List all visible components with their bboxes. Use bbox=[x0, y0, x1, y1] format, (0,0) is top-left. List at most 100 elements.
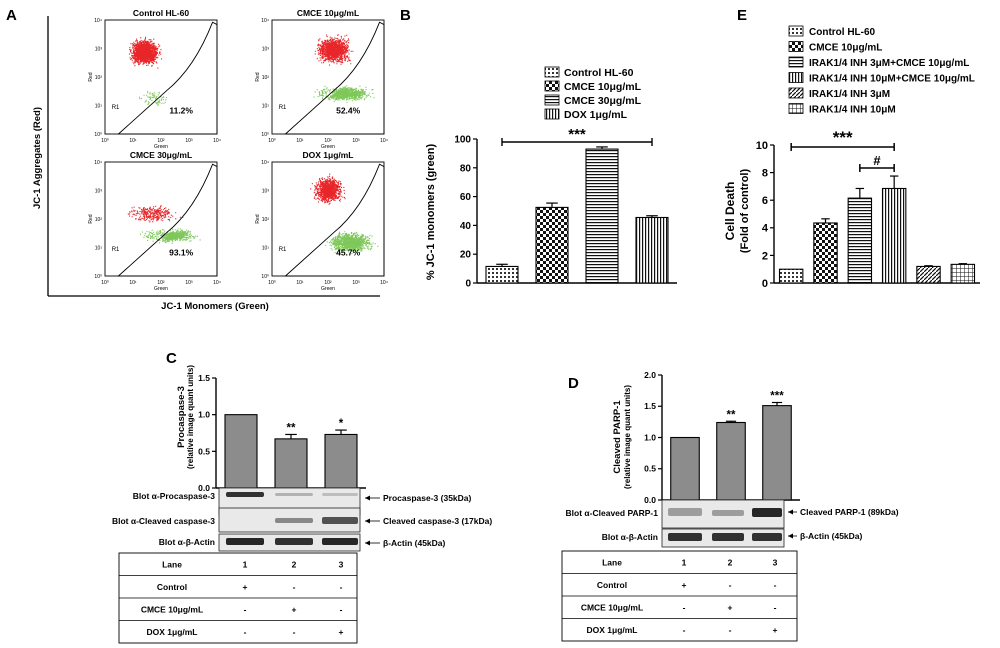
panel-label-c: C bbox=[166, 350, 177, 367]
y-tick-label: 1.0 bbox=[198, 410, 210, 420]
legend-label: IRAK1/4 INH 10μM bbox=[809, 105, 896, 116]
y-tick-label: 10⁴ bbox=[94, 160, 102, 166]
y-tick-label: 2 bbox=[762, 250, 768, 262]
flow-plot-frame bbox=[104, 19, 218, 135]
blot-band bbox=[275, 518, 313, 523]
legend-label: DOX 1μg/mL bbox=[564, 109, 628, 121]
bar bbox=[881, 187, 907, 284]
table-cell: 2 bbox=[292, 560, 297, 570]
table-cell: - bbox=[729, 580, 732, 590]
chart-e-legend: Control HL-60 CMCE 10μg/mL IRAK1/4 INH 3μM… bbox=[788, 25, 975, 116]
significance-mark: * bbox=[339, 418, 344, 430]
chart-c-ylabel: Procaspase-3 bbox=[176, 386, 187, 448]
bar bbox=[813, 222, 838, 284]
blot-band bbox=[752, 533, 782, 541]
table-cell: 1 bbox=[243, 560, 248, 570]
y-tick-label: 10³ bbox=[95, 189, 103, 195]
table-cell: + bbox=[243, 582, 248, 592]
table-cell: 3 bbox=[339, 560, 344, 570]
legend-swatch bbox=[544, 66, 560, 78]
gate-label: R1 bbox=[112, 247, 120, 253]
significance-mark: # bbox=[873, 153, 881, 168]
chart-e-ylabel: Cell Death bbox=[723, 182, 737, 241]
y-tick-label: 1.0 bbox=[644, 432, 656, 442]
y-tick-label: 10⁰ bbox=[94, 132, 102, 138]
y-tick-label: 4 bbox=[762, 223, 769, 235]
y-tick-label: 0.0 bbox=[644, 495, 656, 505]
gate-r1 bbox=[117, 21, 218, 135]
y-tick-label: 10² bbox=[262, 217, 270, 223]
table-cell: - bbox=[340, 605, 343, 615]
bar bbox=[224, 414, 258, 489]
table-row-label: CMCE 10μg/mL bbox=[141, 605, 203, 615]
panel-c-western-blot: Blot α-Procaspase-3 Blot α-Cleaved caspas… bbox=[112, 487, 492, 644]
table-cell: - bbox=[244, 605, 247, 615]
y-tick-label: 0.0 bbox=[198, 483, 210, 493]
bar bbox=[274, 438, 308, 489]
flow-plot-frame bbox=[104, 161, 218, 277]
blot-band bbox=[226, 538, 264, 545]
panel-label-e: E bbox=[737, 7, 747, 24]
blot-band bbox=[275, 493, 313, 496]
y-tick-label: 20 bbox=[460, 250, 472, 261]
chart-d: Cleaved PARP-1 (relative image quant uni… bbox=[612, 370, 800, 505]
flow-plot-title: CMCE 30μg/mL bbox=[130, 150, 192, 160]
x-tick-label: 10⁰ bbox=[268, 280, 276, 286]
x-tick-label: 10³ bbox=[185, 280, 193, 286]
legend-label: IRAK1/4 INH 3μM bbox=[809, 89, 890, 100]
x-tick-label: 10⁴ bbox=[380, 138, 388, 144]
y-tick-label: 10¹ bbox=[95, 104, 103, 110]
bar bbox=[778, 268, 804, 284]
panel-d-western-blot: Blot α-Cleaved PARP-1 Blot α-β-Actin Cleav… bbox=[561, 499, 899, 642]
blot-band bbox=[668, 533, 702, 541]
table-cell: + bbox=[682, 580, 687, 590]
bar bbox=[585, 148, 619, 284]
flow-plot-events bbox=[128, 36, 168, 106]
x-tick-label: 10¹ bbox=[296, 138, 304, 144]
x-tick-label: 10³ bbox=[352, 138, 360, 144]
y-tick-label: 40 bbox=[460, 221, 472, 232]
x-tick-label: 10² bbox=[324, 280, 332, 286]
y-tick-label: 0 bbox=[762, 278, 768, 290]
panel-label-b: B bbox=[400, 7, 411, 24]
x-tick-label: 10⁰ bbox=[101, 138, 109, 144]
blot-band bbox=[752, 508, 782, 517]
significance-mark: ** bbox=[287, 422, 296, 434]
table-cell: 1 bbox=[682, 558, 687, 568]
legend-swatch bbox=[788, 41, 804, 52]
flow-plot-events bbox=[313, 34, 375, 103]
axis-green-label: Green bbox=[154, 286, 168, 292]
table-row-label: Lane bbox=[162, 560, 182, 570]
gate-label: R1 bbox=[279, 247, 287, 253]
y-tick-label: 10⁰ bbox=[261, 274, 269, 280]
gate-r1 bbox=[284, 163, 385, 277]
gate-label: R1 bbox=[112, 105, 120, 111]
y-tick-label: 10³ bbox=[95, 47, 103, 53]
bar bbox=[916, 265, 941, 284]
gate-r1 bbox=[117, 163, 218, 277]
y-tick-label: 10² bbox=[95, 75, 103, 81]
flow-plot-percent: 11.2% bbox=[169, 105, 193, 115]
bar bbox=[950, 263, 976, 284]
legend-swatch bbox=[544, 108, 560, 120]
blot-band bbox=[668, 508, 702, 516]
y-tick-label: 10⁴ bbox=[261, 160, 269, 166]
axis-green-label: Green bbox=[321, 286, 335, 292]
y-tick-label: 0 bbox=[465, 279, 471, 290]
bar bbox=[847, 197, 873, 284]
table-row-label: CMCE 10μg/mL bbox=[581, 603, 643, 613]
axis-red-label: Red bbox=[255, 214, 261, 223]
blot-arrow-label: Cleaved PARP-1 (89kDa) bbox=[800, 507, 899, 517]
y-tick-label: 10¹ bbox=[95, 246, 103, 252]
y-tick-label: 80 bbox=[460, 163, 472, 174]
legend-swatch bbox=[788, 87, 804, 99]
flow-plot-events bbox=[310, 173, 379, 255]
x-tick-label: 10⁰ bbox=[268, 138, 276, 144]
panel-label-d: D bbox=[568, 375, 579, 392]
table-cell: + bbox=[728, 603, 733, 613]
blot-row-label: Blot α-β-Actin bbox=[602, 532, 658, 542]
y-tick-label: 6 bbox=[762, 195, 768, 207]
x-tick-label: 10¹ bbox=[129, 138, 137, 144]
table-cell: - bbox=[774, 580, 777, 590]
